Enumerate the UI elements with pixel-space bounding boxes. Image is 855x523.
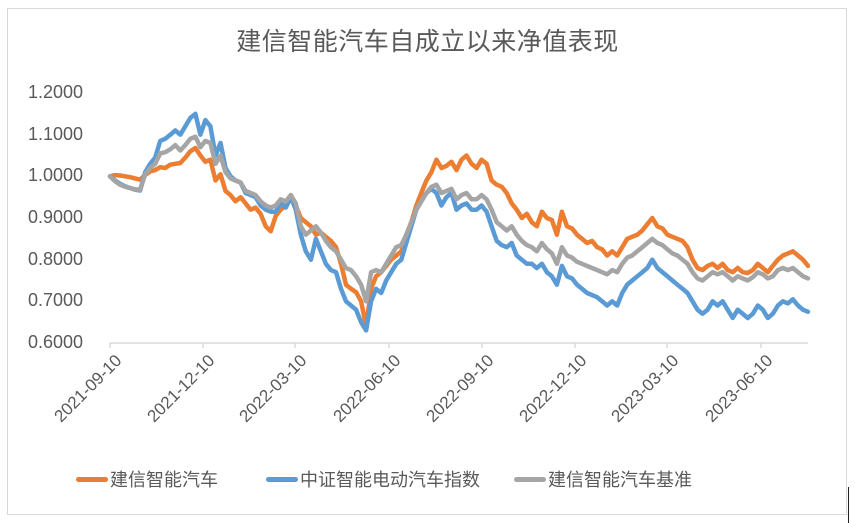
legend-label: 建信智能汽车: [110, 470, 218, 491]
y-tick-label: 0.8000: [28, 248, 84, 269]
y-tick-label: 1.2000: [28, 82, 84, 102]
series-line-2: [107, 134, 811, 304]
legend-label: 中证智能电动汽车指数: [300, 470, 480, 491]
y-tick-label: 1.0000: [28, 165, 84, 186]
x-axis-ticks: [109, 343, 762, 348]
legend-item-fund: 建信智能汽车: [76, 466, 218, 492]
y-tick-label: 0.9000: [28, 207, 84, 227]
series-line-0: [107, 145, 811, 329]
legend-swatch-gray: [514, 476, 546, 482]
legend: 建信智能汽车 中证智能电动汽车指数 建信智能汽车基准: [76, 466, 710, 492]
text-cursor: [848, 487, 849, 523]
legend-item-index: 中证智能电动汽车指数: [266, 466, 480, 492]
legend-item-benchmark: 建信智能汽车基准: [514, 466, 692, 492]
legend-swatch-orange: [76, 476, 108, 482]
series-lines: [107, 111, 811, 333]
chart-title: 建信智能汽车自成立以来净值表现: [236, 27, 619, 56]
series-line-1: [107, 111, 811, 333]
y-tick-label: 1.1000: [28, 123, 84, 144]
chart-frame: [7, 8, 847, 515]
legend-label: 建信智能汽车基准: [548, 470, 692, 491]
y-tick-label: 0.7000: [28, 290, 84, 311]
y-tick-label: 0.6000: [28, 332, 84, 352]
legend-swatch-blue: [266, 476, 298, 482]
